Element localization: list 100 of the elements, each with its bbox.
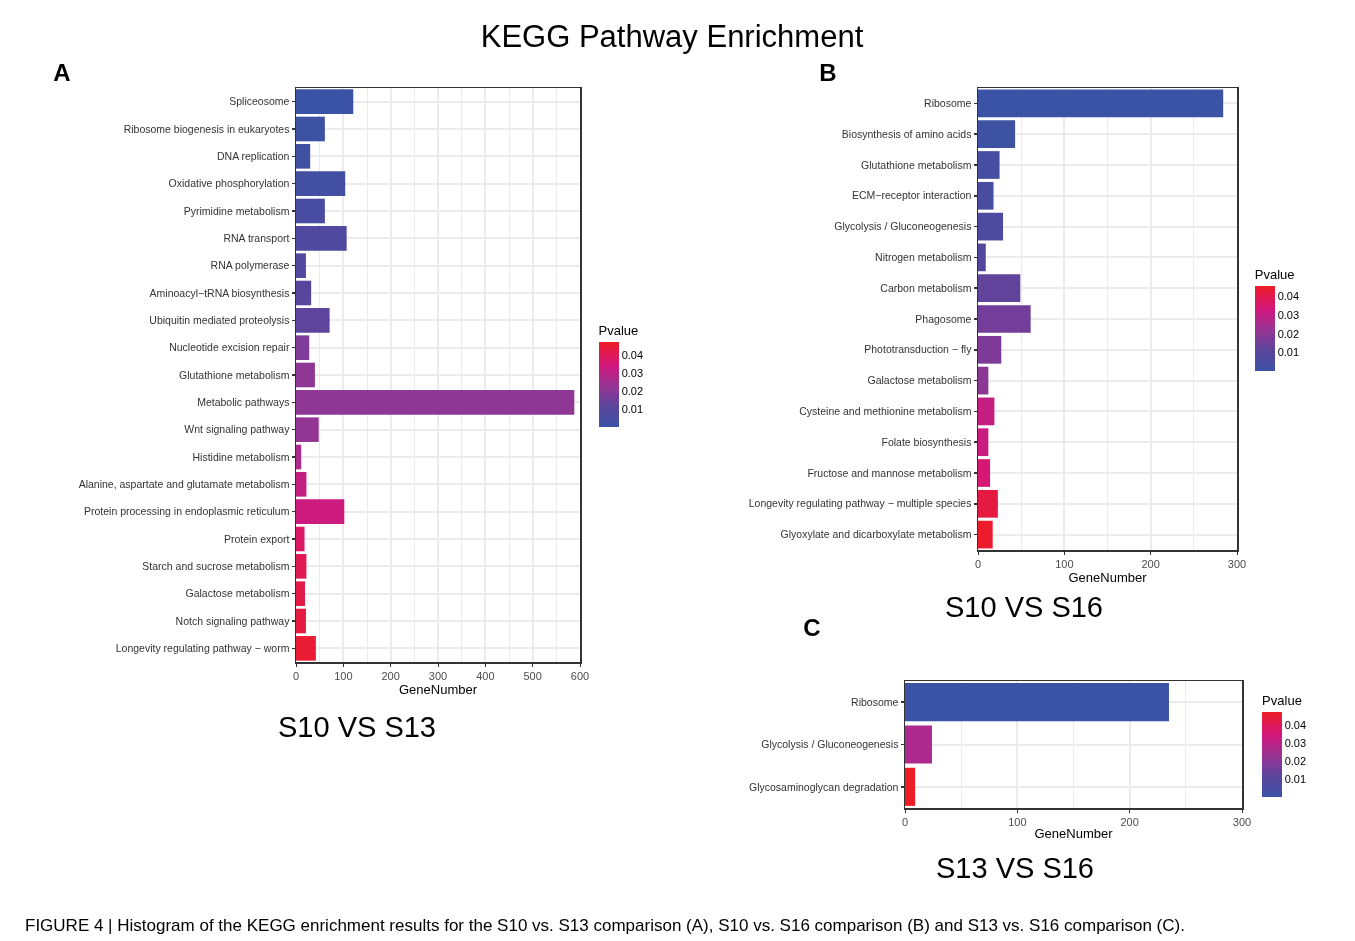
x-tick-label: 600: [570, 669, 590, 682]
bar: [978, 89, 1224, 118]
text: A: [53, 59, 71, 87]
y-tick-label: Metabolic pathways: [197, 396, 290, 408]
bar: [296, 335, 310, 360]
y-tick-label: Carbon metabolism: [880, 281, 972, 294]
bar: [978, 489, 998, 518]
color-bar-label: 0.01: [621, 403, 644, 416]
bar: [296, 472, 307, 497]
x-tick-label: 200: [1120, 815, 1139, 828]
text: S10 VS S16: [945, 590, 1103, 624]
y-tick-label: Longevity regulating pathway − worm: [115, 642, 290, 655]
color-bar-label: 0.01: [1284, 772, 1307, 785]
y-tick-label: Oxidative phosphorylation: [168, 177, 290, 190]
bar: [296, 390, 575, 415]
bar: [905, 725, 932, 764]
y-tick-label: Glutathione metabolism: [861, 158, 972, 171]
bar: [905, 683, 1169, 722]
bar: [296, 526, 305, 552]
y-tick-label: Glycolysis / Gluconeogenesis: [761, 738, 899, 751]
y-tick-label: Protein export: [224, 532, 290, 545]
bar: [296, 581, 305, 606]
bar: [978, 459, 991, 487]
bar: [296, 171, 346, 196]
y-tick-label: Galactose metabolism: [185, 587, 290, 600]
bar: [296, 144, 311, 169]
y-tick-label: Glyoxylate and dicarboxylate metabolism: [780, 528, 972, 541]
bar: [296, 362, 315, 388]
y-tick-label: Ribosome biogenesis in eukaryotes: [123, 122, 290, 135]
x-tick-label: 400: [476, 669, 495, 682]
color-bar-label: 0.02: [1277, 327, 1300, 340]
bar: [978, 520, 993, 549]
y-tick-label: Wnt signaling pathway: [184, 423, 291, 436]
bar: [296, 226, 347, 251]
bar: [296, 280, 312, 306]
y-tick-label: Aminoacyl−tRNA biosynthesis: [149, 286, 290, 299]
y-tick-label: Alanine, aspartate and glutamate metabolism: [78, 478, 290, 490]
y-tick-label: Spliceosome: [229, 95, 290, 108]
bar: [978, 243, 986, 272]
text: B: [819, 59, 837, 87]
color-bar-title: Pvalue: [598, 323, 639, 339]
bar: [296, 444, 302, 470]
x-tick-label: 500: [523, 669, 542, 682]
y-tick-label: DNA replication: [217, 150, 290, 163]
bar: [978, 366, 989, 395]
x-tick-label: 0: [974, 557, 982, 570]
y-tick-label: Fructose and mannose metabolism: [807, 466, 972, 479]
y-tick-label: Galactose metabolism: [867, 374, 972, 387]
color-bar-title: Pvalue: [1254, 267, 1295, 283]
y-tick-label: Ribosome: [924, 97, 972, 110]
color-bar-label: 0.04: [621, 349, 644, 362]
x-tick-label: 0: [901, 815, 909, 828]
x-axis-title: GeneNumber: [398, 681, 478, 697]
text: S13 VS S16: [936, 851, 1094, 885]
x-tick-label: 300: [1232, 815, 1252, 828]
y-tick-label: Cysteine and methionine metabolism: [799, 405, 972, 418]
bar: [296, 636, 316, 661]
y-tick-label: Protein processing in endoplasmic reticulum: [83, 505, 290, 518]
color-bar-label: 0.02: [1284, 754, 1307, 767]
y-tick-label: Glycolysis / Gluconeogenesis: [834, 220, 972, 233]
y-tick-label: Phototransduction − fly: [864, 343, 973, 356]
text: S10 VS S13: [278, 710, 436, 744]
bar: [978, 274, 1021, 303]
color-bar-label: 0.01: [1277, 346, 1300, 359]
x-tick-label: 0: [292, 669, 300, 682]
bar: [905, 767, 916, 806]
color-bar-label: 0.03: [1284, 736, 1307, 749]
y-tick-label: Notch signaling pathway: [175, 614, 291, 627]
bar: [978, 181, 994, 210]
y-tick-label: Starch and sucrose metabolism: [142, 560, 290, 573]
bar: [978, 120, 1016, 149]
caption: FIGURE 4 | Histogram of the KEGG enrichment results for the S10 vs. S13 comparison (A), S10 vs. S16 comparison (B) and S13 vs. S16 comparison (C).: [25, 916, 1185, 936]
text: C: [803, 614, 821, 642]
y-tick-label: Biosynthesis of amino acids: [841, 127, 972, 140]
x-tick-label: 200: [381, 669, 400, 682]
y-tick-label: Nitrogen metabolism: [875, 251, 972, 264]
bar: [978, 212, 1004, 241]
y-tick-label: Ubiquitin mediated proteolysis: [149, 314, 290, 326]
bar: [296, 608, 306, 634]
x-tick-label: 100: [334, 669, 353, 682]
bar: [978, 305, 1031, 333]
bar: [296, 417, 319, 442]
bar: [296, 554, 307, 579]
color-bar-label: 0.02: [621, 385, 644, 398]
y-tick-label: Glutathione metabolism: [179, 368, 290, 381]
x-axis-title: GeneNumber: [1034, 826, 1114, 842]
color-bar-label: 0.03: [1277, 308, 1300, 321]
y-tick-label: Ribosome: [851, 695, 899, 708]
color-bar-label: 0.04: [1277, 289, 1300, 302]
y-tick-label: Nucleotide excision repair: [169, 341, 290, 354]
x-axis-title: GeneNumber: [1068, 569, 1148, 585]
bar: [296, 89, 354, 114]
y-tick-label: Histidine metabolism: [192, 450, 290, 463]
y-tick-label: ECM−receptor interaction: [852, 189, 972, 202]
bar: [296, 499, 345, 524]
x-tick-label: 300: [428, 669, 448, 682]
x-tick-label: 100: [1055, 557, 1074, 570]
y-tick-label: RNA transport: [223, 232, 290, 245]
color-bar-label: 0.03: [621, 367, 644, 380]
y-tick-label: Folate biosynthesis: [881, 435, 972, 448]
